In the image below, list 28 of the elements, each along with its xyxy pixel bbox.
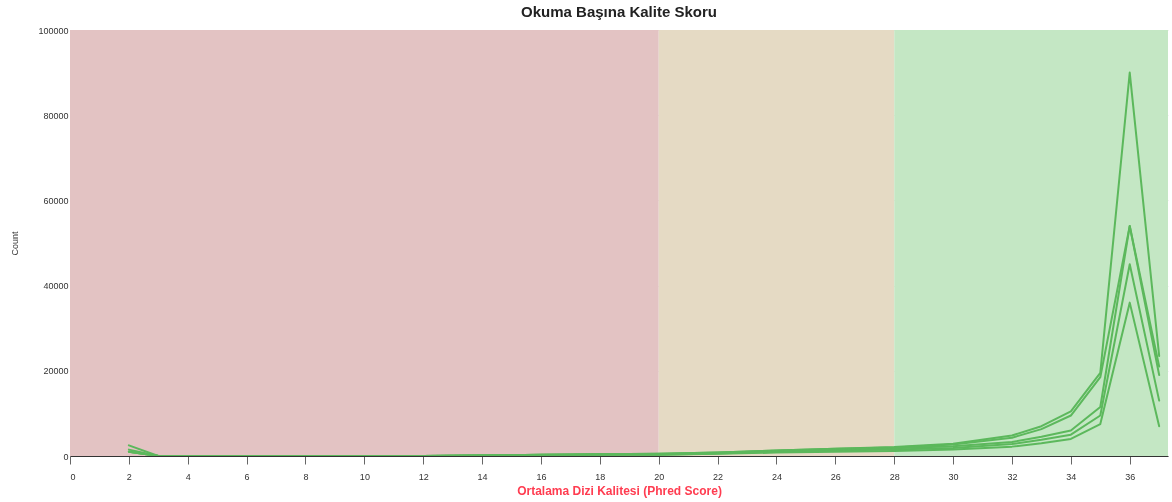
x-tick-label: 12 xyxy=(418,471,429,482)
x-tick-label: 26 xyxy=(830,471,841,482)
chart-title: Okuma Başına Kalite Skoru xyxy=(521,3,717,20)
y-tick-label: 0 xyxy=(63,451,69,462)
x-tick-label: 18 xyxy=(595,471,606,482)
x-tick-label: 28 xyxy=(889,471,900,482)
x-tick-label: 22 xyxy=(713,471,724,482)
x-tick-label: 6 xyxy=(244,471,250,482)
x-tick-label: 4 xyxy=(185,471,191,482)
x-tick-label: 2 xyxy=(126,471,132,482)
x-tick-label: 34 xyxy=(1066,471,1077,482)
x-tick-label: 10 xyxy=(359,471,370,482)
x-tick-label: 8 xyxy=(303,471,309,482)
x-tick-label: 30 xyxy=(948,471,959,482)
x-tick-label: 32 xyxy=(1007,471,1018,482)
x-tick-label: 24 xyxy=(771,471,782,482)
y-tick-label: 20000 xyxy=(43,366,69,377)
x-tick-label: 14 xyxy=(477,471,488,482)
y-tick-label: 100000 xyxy=(38,25,69,36)
y-axis-title: Count xyxy=(10,231,21,256)
x-tick-label: 0 xyxy=(70,471,76,482)
x-axis-title: Ortalama Dizi Kalitesi (Phred Score) xyxy=(517,483,722,498)
y-tick-label: 40000 xyxy=(43,281,69,292)
x-tick-label: 36 xyxy=(1125,471,1136,482)
y-tick-label: 80000 xyxy=(43,110,69,121)
x-tick-label: 16 xyxy=(536,471,547,482)
y-tick-label: 60000 xyxy=(43,195,69,206)
x-tick-label: 20 xyxy=(654,471,665,482)
